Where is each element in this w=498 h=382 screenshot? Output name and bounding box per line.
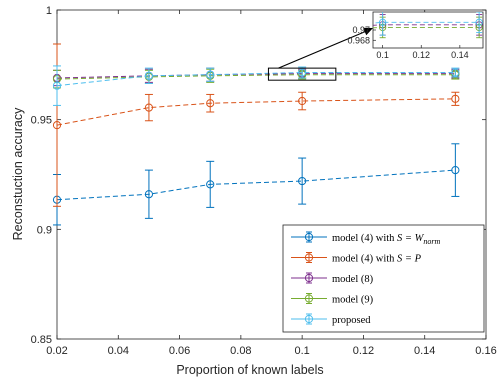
- legend-entry-label: model (8): [332, 274, 374, 285]
- main-plot: 0.02 0.04 0.06 0.08 0.1 0.12 0.14 0.16 0.85 0.9 0.…: [31, 5, 497, 357]
- inset-x-tick-label: 0.1: [376, 50, 389, 60]
- legend-entry-label: proposed: [332, 315, 371, 326]
- y-tick-label: 0.95: [31, 115, 52, 127]
- legend-entry-math: S = W: [397, 233, 425, 244]
- legend-entry-label: model (4) with S = P: [332, 254, 422, 265]
- inset-y-tick-label: 0.97: [352, 25, 370, 35]
- x-tick-label: 0.14: [414, 345, 435, 357]
- data-point: [378, 18, 387, 26]
- data-point: [451, 68, 460, 77]
- x-tick-label: 0.08: [230, 345, 251, 357]
- y-axis-label: Reconstuction accuracy: [11, 107, 25, 240]
- legend-entry-prefix: model (9): [332, 295, 374, 306]
- data-point: [475, 18, 483, 26]
- inset-x-tick-label: 0.14: [451, 50, 469, 60]
- x-tick-label: 0.06: [169, 345, 190, 357]
- y-tick-label: 0.85: [31, 334, 52, 346]
- data-point: [206, 70, 215, 79]
- inset-frame: [372, 11, 484, 49]
- inset-series-group: [373, 12, 483, 39]
- legend-entry-prefix: model (4) with: [332, 254, 397, 265]
- legend-marker: [304, 253, 314, 262]
- data-point: [298, 96, 307, 106]
- data-point: [144, 190, 154, 199]
- legend-entry-label: model (4) with S = Wnorm: [332, 233, 440, 246]
- data-point: [144, 103, 154, 112]
- legend-entry-prefix: model (4) with: [332, 233, 397, 244]
- zoom-arrowhead: [363, 27, 373, 36]
- data-point: [52, 81, 62, 90]
- zoom-arrow-line: [278, 29, 370, 69]
- x-tick-label: 0.16: [475, 345, 496, 357]
- x-tick-label: 0.04: [108, 345, 129, 357]
- data-point: [52, 121, 62, 130]
- legend-marker: [304, 314, 314, 324]
- legend-entry-subscript: norm: [423, 237, 440, 246]
- inset-x-tick-label: 0.12: [412, 50, 430, 60]
- data-point: [298, 176, 307, 186]
- y-tick-label: 0.9: [37, 224, 52, 236]
- legend-entry-math: S = P: [397, 254, 422, 265]
- legend-entry-label: model (9): [332, 295, 374, 306]
- x-tick-label: 0.1: [294, 345, 309, 357]
- data-point: [206, 180, 215, 189]
- data-point: [144, 71, 154, 80]
- inset-y-tick-label: 0.968: [347, 35, 370, 45]
- data-point: [451, 94, 460, 103]
- zoom-box: [267, 67, 337, 81]
- legend-entry-prefix: proposed: [332, 315, 371, 326]
- x-tick-label: 0.12: [353, 345, 374, 357]
- data-point: [298, 68, 307, 77]
- legend-marker: [304, 294, 314, 303]
- y-tick-label: 1: [46, 5, 52, 17]
- data-point: [451, 166, 460, 175]
- data-point: [206, 99, 215, 108]
- x-tick-label: 0.02: [46, 345, 67, 357]
- legend-entry-prefix: model (8): [332, 274, 374, 285]
- series-line: [373, 24, 480, 26]
- series-line: [373, 26, 480, 29]
- legend-marker: [304, 232, 314, 242]
- x-axis-label: Proportion of known labels: [176, 363, 323, 377]
- legend-marker: [304, 273, 314, 283]
